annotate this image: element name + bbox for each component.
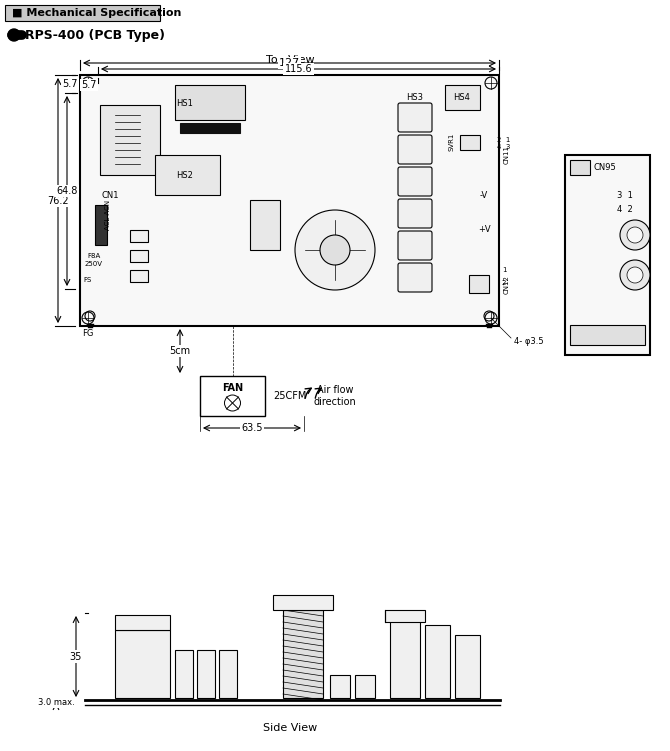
Text: 35: 35 [70, 652, 82, 662]
Bar [355, 675, 375, 698]
Text: 5cm: 5cm [170, 346, 190, 356]
Bar [80, 75, 499, 326]
Text: HS1: HS1 [177, 98, 194, 107]
Text: HS2: HS2 [177, 170, 194, 179]
Text: 115.6: 115.6 [285, 64, 312, 74]
Bar [175, 650, 193, 698]
Text: Side View: Side View [263, 723, 317, 733]
Text: 4- φ3.5: 4- φ3.5 [514, 336, 543, 345]
Bar [460, 135, 480, 150]
Bar [455, 635, 480, 698]
Bar [130, 230, 148, 242]
Text: 25CFM: 25CFM [273, 391, 307, 401]
Bar [200, 376, 265, 416]
Circle shape [295, 210, 375, 290]
Text: CN11: CN11 [504, 146, 510, 164]
Text: ACL ACN: ACL ACN [105, 200, 111, 230]
Circle shape [627, 267, 643, 283]
Text: 127: 127 [279, 58, 300, 68]
Text: HS4: HS4 [454, 92, 470, 101]
Text: CN95: CN95 [594, 162, 616, 171]
Bar [130, 250, 148, 262]
Bar [565, 155, 650, 355]
Text: FS: FS [84, 277, 92, 283]
Bar [219, 650, 237, 698]
Ellipse shape [261, 184, 289, 196]
Bar [100, 105, 160, 175]
Bar [175, 85, 245, 120]
Text: Top View: Top View [266, 55, 314, 65]
Bar [390, 620, 420, 698]
Bar [425, 625, 450, 698]
Text: CN1: CN1 [101, 191, 119, 200]
Circle shape [8, 29, 20, 41]
Bar [95, 205, 107, 245]
FancyBboxPatch shape [398, 263, 432, 292]
Text: SVR1: SVR1 [449, 133, 455, 151]
Bar [445, 85, 480, 110]
FancyBboxPatch shape [398, 231, 432, 260]
Bar [570, 160, 590, 175]
Text: 63.5: 63.5 [241, 423, 263, 433]
Text: 4  2: 4 2 [617, 206, 633, 215]
Text: 3.0 max.: 3.0 max. [38, 698, 74, 707]
FancyBboxPatch shape [398, 199, 432, 228]
Text: 5.7: 5.7 [81, 80, 96, 90]
Bar [115, 630, 170, 698]
Bar [155, 155, 220, 195]
Circle shape [320, 235, 350, 265]
Bar [5, 5, 160, 21]
Text: F8A
250V: F8A 250V [85, 254, 103, 267]
Circle shape [627, 227, 643, 243]
Text: -V: -V [480, 191, 488, 200]
Text: 64.8: 64.8 [56, 186, 78, 196]
Text: RPS-400 (PCB Type): RPS-400 (PCB Type) [25, 29, 165, 41]
Bar [330, 675, 350, 698]
Text: ■ Mechanical Specification: ■ Mechanical Specification [12, 8, 182, 18]
FancyBboxPatch shape [398, 103, 432, 132]
Text: +V: +V [478, 225, 490, 234]
Text: FG: FG [82, 330, 94, 339]
Bar [469, 275, 489, 293]
Text: Air flow
direction: Air flow direction [314, 385, 356, 407]
Bar [130, 270, 148, 282]
Bar [197, 650, 215, 698]
Text: 3  1: 3 1 [617, 191, 633, 200]
Bar [250, 200, 280, 250]
Bar [283, 610, 323, 698]
Text: 5.7: 5.7 [62, 79, 78, 89]
Text: 76.2: 76.2 [47, 195, 69, 206]
Bar [570, 325, 645, 345]
Circle shape [620, 220, 650, 250]
Text: CN12: CN12 [504, 276, 510, 294]
Bar [115, 615, 170, 630]
FancyBboxPatch shape [398, 167, 432, 196]
Text: HS3: HS3 [407, 92, 423, 101]
Text: FAN: FAN [222, 383, 243, 393]
Bar [385, 610, 425, 622]
Ellipse shape [261, 204, 289, 216]
Circle shape [620, 260, 650, 290]
Text: 2: 2 [502, 280, 507, 286]
Text: 1: 1 [502, 267, 507, 273]
FancyBboxPatch shape [398, 135, 432, 164]
Text: 2  1: 2 1 [497, 137, 511, 143]
Bar [273, 595, 333, 610]
Ellipse shape [261, 224, 289, 236]
Text: 4  3: 4 3 [497, 144, 511, 150]
Bar [180, 123, 240, 133]
